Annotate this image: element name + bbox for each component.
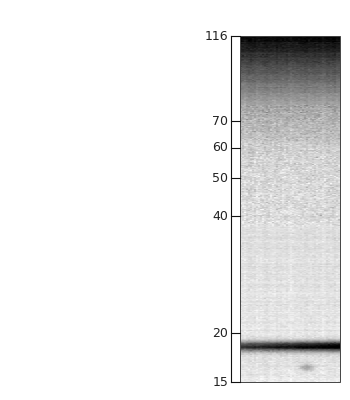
Text: 40: 40 <box>212 210 228 222</box>
Text: 20: 20 <box>212 327 228 340</box>
Text: 15: 15 <box>212 376 228 388</box>
Bar <box>240 36 340 382</box>
Text: 116: 116 <box>204 30 228 42</box>
Text: 60: 60 <box>212 141 228 154</box>
Text: 50: 50 <box>212 172 228 185</box>
Text: 70: 70 <box>212 115 228 128</box>
